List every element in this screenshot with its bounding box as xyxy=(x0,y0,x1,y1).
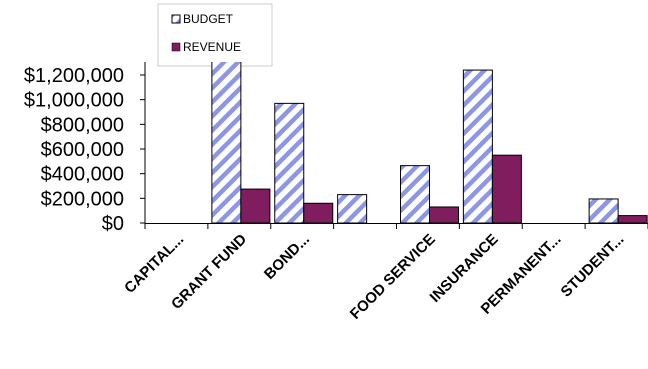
bar-revenue xyxy=(617,215,648,224)
x-category-label: STUDENT... xyxy=(558,231,628,301)
y-tick-label: $400,000 xyxy=(41,164,124,186)
legend-label-revenue: REVENUE xyxy=(183,40,241,54)
y-tick-label: $1,200,000 xyxy=(24,65,124,87)
legend-swatch-budget xyxy=(171,14,181,24)
bar-budget xyxy=(211,62,242,224)
bar-revenue xyxy=(240,188,271,224)
bar-revenue xyxy=(429,206,459,224)
y-tick-label: $600,000 xyxy=(41,139,124,161)
y-tick-label: $200,000 xyxy=(41,188,124,210)
x-category-label: BOND... xyxy=(261,231,313,283)
bar-budget xyxy=(400,165,430,224)
bar-revenue xyxy=(491,154,522,224)
bars xyxy=(211,62,648,224)
axes xyxy=(144,62,648,229)
bar-budget xyxy=(588,198,619,224)
y-tick-label: $1,000,000 xyxy=(24,90,124,112)
legend-label-budget: BUDGET xyxy=(183,12,234,26)
bar-budget xyxy=(337,194,368,224)
y-tick-label: $0 xyxy=(102,213,124,235)
x-category-label: FOOD SERVICE xyxy=(347,231,439,323)
x-axis-labels: CAPITAL...GRANT FUND BOND... FOOD SERVICEI… xyxy=(121,231,627,323)
bar-budget xyxy=(274,102,305,224)
legend-swatch-revenue xyxy=(171,42,181,52)
bar-budget xyxy=(462,69,493,224)
legend-box xyxy=(157,3,273,67)
bar-revenue xyxy=(303,202,334,224)
x-category-label: CAPITAL... xyxy=(121,231,187,297)
legend: BUDGET REVENUE xyxy=(157,3,273,67)
y-axis-ticks: $0 $200,000$400,000 $600,000 $800,000$1,000… xyxy=(24,65,145,235)
y-tick-label: $800,000 xyxy=(41,114,124,136)
